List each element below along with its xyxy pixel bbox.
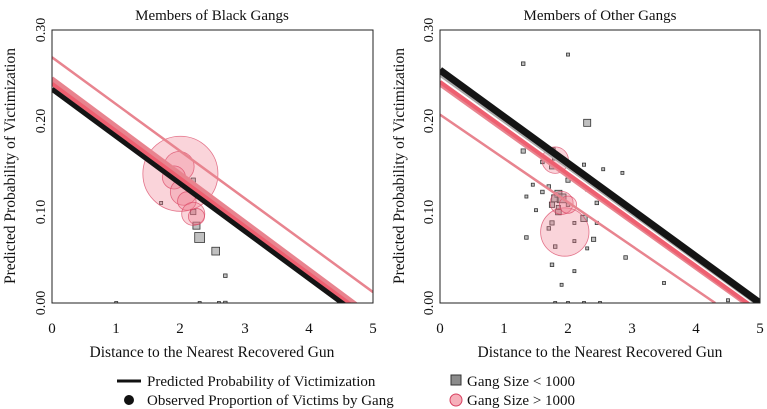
- small-gang-point: [620, 170, 625, 175]
- small-gang-point: [548, 201, 556, 208]
- small-gang-point: [591, 236, 597, 242]
- y-ticks: 0.00 0.10 0.20 0.30: [422, 18, 437, 316]
- x-tick-label: 0: [48, 321, 56, 337]
- x-axis-label: Distance to the Nearest Recovered Gun: [90, 344, 335, 361]
- small-gang-point: [549, 220, 555, 226]
- marks-area: [52, 56, 373, 303]
- marks-area: [440, 52, 760, 303]
- panel-title: Members of Other Gangs: [524, 8, 677, 24]
- small-gang-point: [194, 232, 206, 243]
- small-gang-point: [566, 301, 570, 303]
- legend: Predicted Probability of Victimization O…: [117, 374, 575, 409]
- small-gang-point: [197, 301, 202, 303]
- legend-dot-swatch: [124, 395, 134, 405]
- y-tick-label: 0.30: [422, 18, 437, 43]
- y-tick-label: 0.30: [34, 18, 49, 43]
- large-gang-point: [187, 208, 205, 226]
- small-gang-point: [553, 301, 558, 303]
- panel-other-gangs: Members of Other Gangs Distance to the N…: [391, 8, 764, 361]
- small-gang-point: [524, 194, 529, 199]
- y-ticks: 0.00 0.10 0.20 0.30: [34, 18, 49, 316]
- y-tick-label: 0.00: [34, 291, 49, 316]
- small-gang-point: [159, 200, 164, 205]
- predicted-line: [440, 67, 760, 303]
- y-tick-label: 0.10: [34, 200, 49, 225]
- large-gang-point: [177, 191, 197, 211]
- small-gang-point: [582, 162, 586, 167]
- small-gang-point: [520, 148, 526, 154]
- small-gang-point: [534, 208, 538, 213]
- small-gang-point: [726, 298, 730, 303]
- small-gang-point: [623, 255, 628, 260]
- y-axis-label: Predicted Probability of Victimization: [391, 48, 408, 284]
- predicted-line: [52, 87, 347, 303]
- x-tick-label: 4: [305, 321, 313, 337]
- small-gang-point: [572, 269, 577, 274]
- large-gang-point: [540, 207, 590, 257]
- x-tick-label: 0: [436, 321, 444, 337]
- large-gang-point: [181, 201, 206, 226]
- small-gang-point: [559, 282, 564, 287]
- small-gang-point: [217, 301, 221, 303]
- y-tick-label: 0.10: [422, 200, 437, 225]
- y-tick-label: 0.00: [422, 291, 437, 316]
- legend-small-swatch: [450, 374, 462, 386]
- small-gang-point: [594, 200, 599, 206]
- small-gang-point: [549, 262, 555, 267]
- x-tick-label: 1: [112, 321, 120, 337]
- gang-line-2: [52, 76, 358, 303]
- small-gang-point: [223, 273, 228, 278]
- x-tick-label: 3: [241, 321, 249, 337]
- small-gang-point: [521, 61, 526, 66]
- gang-line-4: [52, 82, 352, 303]
- x-ticks: 0 1 2 3 4 5: [436, 321, 764, 337]
- small-gang-point: [572, 221, 577, 225]
- plot-frame: [51, 29, 374, 304]
- small-gang-point: [662, 281, 666, 285]
- small-gang-point: [572, 239, 577, 244]
- gang-line-3: [440, 80, 751, 303]
- x-ticks: 0 1 2 3 4 5: [48, 321, 377, 337]
- small-gang-point: [598, 301, 602, 303]
- x-tick-label: 2: [564, 321, 572, 337]
- panel-black-gangs: Members of Black Gangs Distance to the N…: [2, 8, 377, 361]
- y-tick-label: 0.20: [34, 109, 49, 134]
- large-gang-point: [549, 190, 574, 215]
- x-tick-label: 5: [369, 321, 377, 337]
- small-gang-point: [524, 235, 529, 240]
- legend-small-label: Gang Size < 1000: [467, 374, 575, 390]
- plot-frame: [439, 29, 761, 304]
- x-tick-label: 5: [756, 321, 764, 337]
- small-gang-point: [555, 208, 562, 216]
- gang-line-1: [440, 113, 716, 303]
- small-gang-point: [114, 301, 119, 303]
- legend-large-label: Gang Size > 1000: [467, 393, 575, 409]
- small-gang-point: [211, 246, 220, 256]
- legend-line-label: Predicted Probability of Victimization: [147, 374, 376, 390]
- gang-line-1: [52, 56, 373, 294]
- x-tick-label: 1: [500, 321, 508, 337]
- small-gang-point: [582, 301, 586, 303]
- legend-dot-label: Observed Proportion of Victims by Gang: [147, 393, 394, 409]
- legend-large-swatch: [449, 393, 463, 407]
- x-tick-label: 3: [628, 321, 636, 337]
- small-gang-point: [601, 167, 606, 172]
- small-gang-point: [585, 246, 590, 251]
- small-gang-point: [530, 182, 535, 187]
- small-gang-point: [546, 226, 551, 231]
- x-tick-label: 4: [692, 321, 700, 337]
- small-gang-point: [580, 214, 588, 222]
- x-axis-label: Distance to the Nearest Recovered Gun: [478, 344, 723, 361]
- y-axis-label: Predicted Probability of Victimization: [2, 48, 19, 284]
- small-gang-point: [566, 52, 570, 57]
- y-tick-label: 0.20: [422, 109, 437, 134]
- x-tick-label: 2: [176, 321, 184, 337]
- small-gang-point: [553, 244, 558, 249]
- small-gang-point: [583, 118, 592, 127]
- panel-title: Members of Black Gangs: [135, 8, 289, 24]
- small-gang-point: [540, 189, 545, 195]
